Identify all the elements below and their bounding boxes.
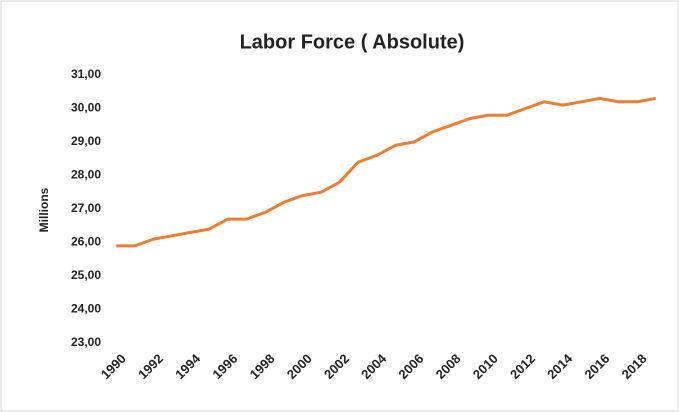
y-tick-label: 31,00: [71, 67, 101, 81]
series-line: [116, 96, 656, 248]
y-tick-label: 29,00: [71, 134, 101, 148]
y-tick-label: 27,00: [71, 201, 101, 215]
y-tick-label: 28,00: [71, 168, 101, 182]
y-tick-label: 24,00: [71, 302, 101, 316]
y-tick-label: 25,00: [71, 268, 101, 282]
y-tick-label: 26,00: [71, 235, 101, 249]
y-tick-label: 23,00: [71, 335, 101, 349]
y-axis-label: Millions: [37, 187, 51, 232]
y-tick-label: 30,00: [71, 101, 101, 115]
chart-title: Labor Force ( Absolute): [240, 31, 465, 53]
